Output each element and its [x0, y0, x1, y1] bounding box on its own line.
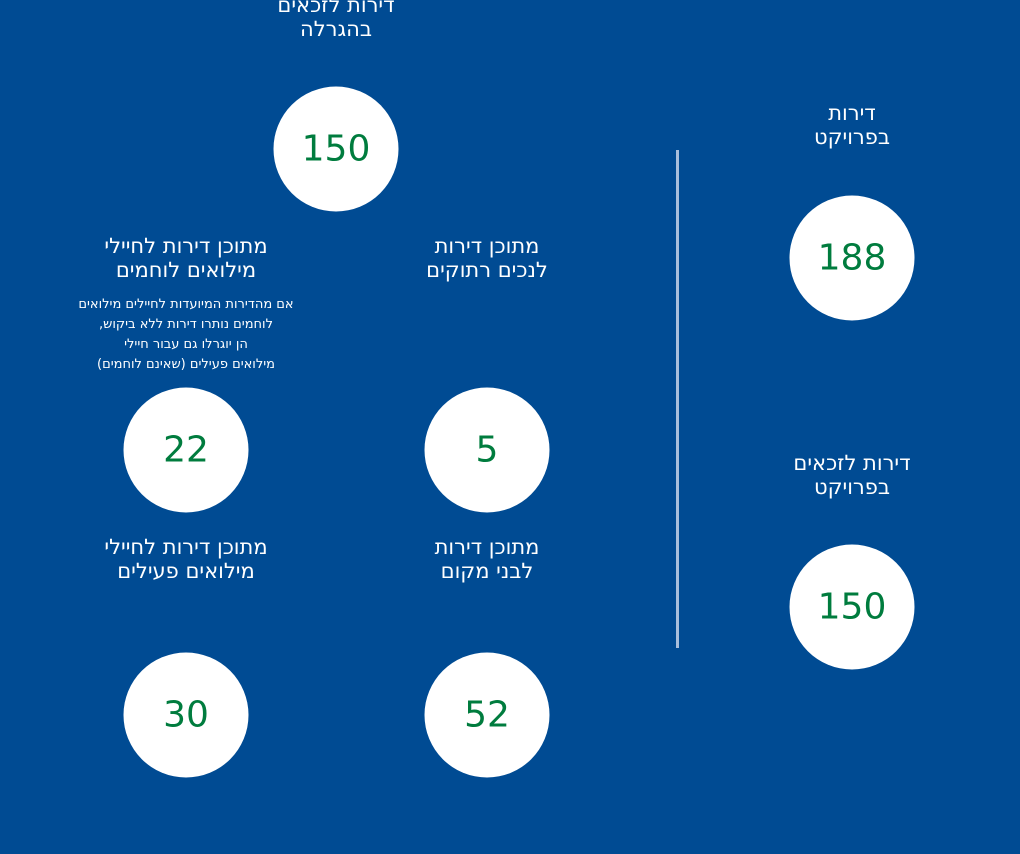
project-apartments-label-line1: דירות: [828, 101, 876, 125]
project-apartments-label: דירות בפרויקט: [814, 101, 890, 149]
remote-disabled-circle: 5: [424, 387, 550, 513]
combat-reservists-note-line1: אם מהדירות המיועדות לחיילים מילואים: [78, 297, 294, 312]
project-apartments-value: 188: [817, 237, 887, 279]
project-apartments-circle: 188: [789, 195, 915, 321]
remote-disabled-label-line1: מתוכן דירות: [434, 234, 540, 258]
project-winners-value: 150: [817, 586, 887, 628]
project-apartments-label-line2: בפרויקט: [813, 125, 891, 149]
active-reservists-label-line2: מילואים פעילים: [117, 559, 255, 583]
locals-value: 52: [464, 694, 510, 736]
combat-reservists-circle: 22: [123, 387, 249, 513]
combat-reservists-label-line1: מתוכן דירות לחיילי: [104, 234, 268, 258]
active-reservists-value: 30: [163, 694, 209, 736]
remote-disabled-label-line2: לנכים רתוקים: [426, 258, 548, 282]
project-winners-label-line1: דירות לזכאים: [793, 451, 911, 475]
lottery-winners-label-line1: דירות לזכאים: [277, 0, 395, 17]
lottery-winners-circle: 150: [273, 86, 399, 212]
combat-reservists-note-line2: לוחמים נותרו דירות ללא ביקוש,: [99, 317, 273, 332]
lottery-winners-label-line2: בהגרלה: [299, 17, 373, 41]
project-winners-label: דירות לזכאים בפרויקט: [793, 451, 910, 499]
combat-reservists-label: מתוכן דירות לחיילי מילואים לוחמים: [104, 234, 267, 282]
combat-reservists-note-line4: מילואים פעילים (שאינם לוחמים): [97, 357, 275, 372]
combat-reservists-value: 22: [163, 429, 209, 471]
project-winners-label-line2: בפרויקט: [813, 475, 891, 499]
locals-label-line1: מתוכן דירות: [434, 535, 540, 559]
remote-disabled-label: מתוכן דירות לנכים רתוקים: [426, 234, 548, 282]
lottery-winners-label: דירות לזכאים בהגרלה: [277, 0, 394, 41]
remote-disabled-value: 5: [475, 429, 499, 471]
vertical-divider: [676, 150, 679, 648]
locals-label-line2: לבני מקום: [440, 559, 534, 583]
active-reservists-label-line1: מתוכן דירות לחיילי: [104, 535, 268, 559]
locals-label: מתוכן דירות לבני מקום: [435, 535, 540, 583]
combat-reservists-note: אם מהדירות המיועדות לחיילים מילואים לוחמ…: [78, 295, 293, 375]
combat-reservists-note-line3: הן יוגרלו גם עבור חיילי: [124, 337, 248, 352]
active-reservists-circle: 30: [123, 652, 249, 778]
lottery-winners-value: 150: [301, 128, 371, 170]
active-reservists-label: מתוכן דירות לחיילי מילואים פעילים: [104, 535, 267, 583]
locals-circle: 52: [424, 652, 550, 778]
combat-reservists-label-line2: מילואים לוחמים: [115, 258, 257, 282]
project-winners-circle: 150: [789, 544, 915, 670]
